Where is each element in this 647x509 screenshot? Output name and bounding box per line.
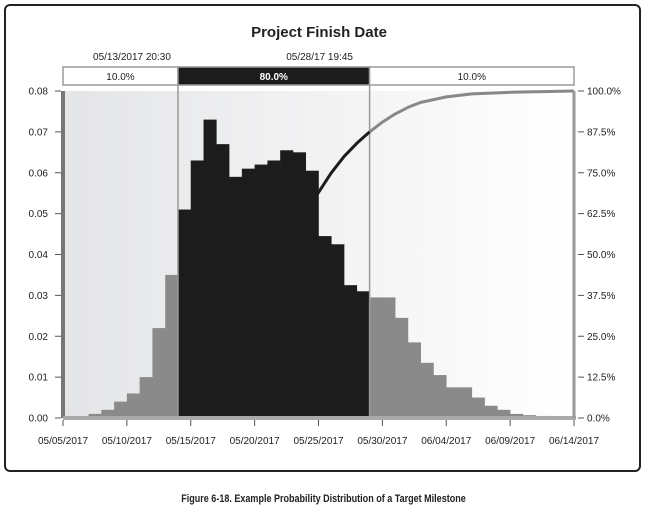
cumulative-line-outside — [368, 89, 575, 134]
histogram-bar — [407, 342, 421, 418]
histogram-bar — [203, 119, 217, 419]
x-tick-label: 05/25/2017 — [293, 436, 343, 447]
histogram-bar — [139, 377, 153, 419]
y-tick-label: 0.04 — [29, 250, 49, 261]
y-tick-label: 0.01 — [29, 373, 49, 384]
histogram-bar — [318, 236, 332, 418]
histogram-bar — [446, 387, 460, 418]
histogram-bar — [510, 413, 524, 418]
x-tick-label: 05/15/2017 — [166, 436, 216, 447]
percentile-segment-label: 10.0% — [458, 72, 486, 83]
histogram-bar — [369, 297, 383, 418]
y2-tick-label: 37.5% — [587, 291, 615, 302]
chart-title: Project Finish Date — [251, 24, 387, 41]
y2-tick-label: 12.5% — [587, 373, 615, 384]
y2-tick-label: 62.5% — [587, 209, 615, 220]
y-tick-label: 0.00 — [29, 414, 49, 425]
x-tick-label: 05/05/2017 — [38, 436, 88, 447]
figure-caption: Figure 6-18. Example Probability Distrib… — [181, 493, 466, 505]
y-tick-label: 0.05 — [29, 209, 49, 220]
histogram-bar — [395, 317, 409, 418]
x-tick-label: 05/30/2017 — [357, 436, 407, 447]
histogram-bar — [152, 328, 166, 418]
histogram-bar — [331, 244, 345, 418]
histogram-bar — [190, 160, 204, 419]
histogram-bar — [420, 362, 434, 418]
y2-tick-label: 50.0% — [587, 250, 615, 261]
histogram-bar — [280, 150, 294, 418]
histogram-bar — [459, 387, 473, 418]
y-tick-label: 0.06 — [29, 168, 49, 179]
histogram-bar — [254, 164, 268, 418]
y-tick-label: 0.07 — [29, 127, 49, 138]
y-tick-label: 0.02 — [29, 332, 49, 343]
percentile-segment — [368, 66, 575, 86]
y2-tick-label: 25.0% — [587, 332, 615, 343]
percentile-segment-label: 10.0% — [106, 72, 134, 83]
histogram-bar — [88, 413, 102, 418]
chart-frame: Project Finish Date 05/13/2017 20:30 05/2… — [4, 4, 641, 472]
y-tick-label: 0.08 — [29, 87, 49, 98]
histogram-bar — [484, 405, 498, 418]
histogram-bar — [433, 375, 447, 418]
y2-tick-label: 100.0% — [587, 87, 621, 98]
x-tick-label: 05/20/2017 — [230, 436, 280, 447]
histogram-bar — [216, 144, 230, 418]
cumulative-line-inside — [304, 130, 371, 213]
histogram-bar — [471, 397, 485, 418]
histogram-bar — [305, 170, 319, 418]
x-tick-label: 05/10/2017 — [102, 436, 152, 447]
percentile-marker-label: 05/13/2017 20:30 — [93, 52, 171, 63]
histogram-bar — [229, 176, 243, 418]
histogram-bar — [126, 393, 140, 418]
x-tick-label: 06/09/2017 — [485, 436, 535, 447]
histogram-bar — [497, 409, 511, 418]
x-tick-label: 06/14/2017 — [549, 436, 599, 447]
histogram-bar — [382, 297, 396, 418]
y2-tick-label: 75.0% — [587, 168, 615, 179]
histogram-bar — [101, 409, 115, 418]
x-tick-label: 06/04/2017 — [421, 436, 471, 447]
histogram-bar — [114, 401, 128, 418]
histogram-bar — [344, 285, 358, 418]
y-tick-label: 0.03 — [29, 291, 49, 302]
histogram-bar — [241, 168, 255, 418]
histogram-bar — [165, 274, 179, 418]
y2-tick-label: 0.0% — [587, 414, 610, 425]
histogram-bar — [356, 291, 370, 418]
probability-distribution-chart: Project Finish Date 05/13/2017 20:30 05/2… — [29, 24, 621, 447]
histogram-bar — [267, 160, 281, 419]
percentile-segment-label: 80.0% — [260, 72, 288, 83]
percentile-marker-label: 05/28/17 19:45 — [286, 52, 353, 63]
histogram-bar — [177, 209, 192, 418]
histogram-bar — [292, 152, 307, 418]
y2-tick-label: 87.5% — [587, 127, 615, 138]
